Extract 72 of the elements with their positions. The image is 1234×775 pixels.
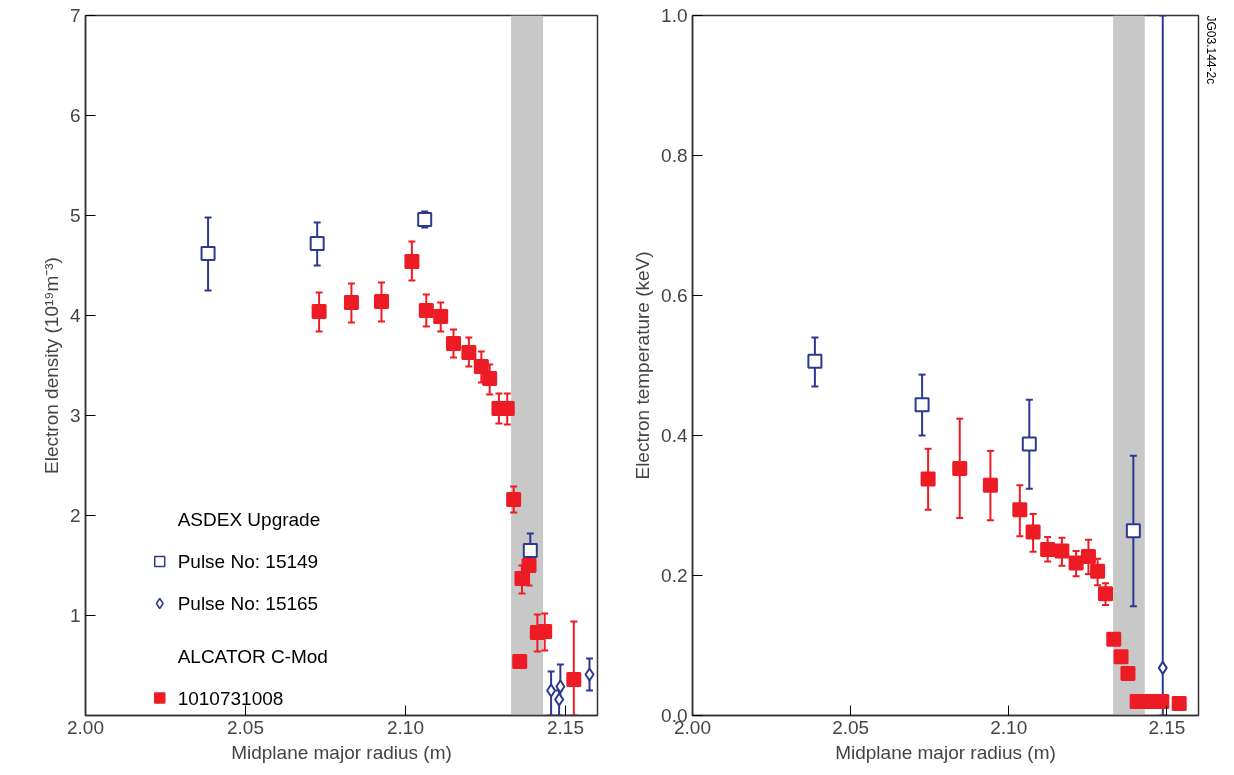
point (584, 667, 595, 682)
x-tick-label: 2.15 (1148, 716, 1186, 738)
x-axis-title: Midplane major radius (m) (231, 741, 452, 763)
point (200, 246, 216, 261)
point (418, 303, 434, 318)
point (920, 471, 936, 487)
y-axis-title: Electron density (10¹⁹m⁻³) (40, 257, 62, 474)
point (546, 683, 557, 698)
x-axis-title: Midplane major radius (m) (835, 741, 1056, 763)
point (473, 359, 489, 374)
point (512, 654, 528, 669)
point (461, 345, 477, 360)
y-tick-label: 0.6 (661, 285, 688, 306)
annotation: ALCATOR C-Mod (177, 645, 328, 667)
x-tick-label: 2.10 (990, 716, 1028, 738)
point (1080, 549, 1096, 565)
x-tick-label: 2.00 (67, 716, 104, 738)
annotation: ASDEX Upgrade (177, 509, 321, 530)
y-tick-label: 0.2 (661, 565, 688, 586)
y-tick-label: 7 (69, 5, 81, 26)
point (1171, 696, 1187, 712)
point (514, 571, 530, 586)
point (1025, 524, 1041, 540)
point (433, 309, 449, 324)
point (1054, 543, 1070, 559)
x-tick-label: 2.10 (387, 716, 424, 738)
text: JG03.144-2c (1203, 15, 1218, 85)
y-tick-label: 1.0 (661, 5, 688, 26)
point (1157, 660, 1168, 675)
y-tick-label: 0.8 (661, 145, 688, 166)
point (1125, 523, 1141, 539)
y-tick-label: 0.4 (661, 425, 688, 446)
point (522, 543, 538, 558)
point (1090, 563, 1106, 579)
point (807, 353, 823, 369)
y-tick-label: 1 (69, 605, 81, 626)
point (506, 492, 522, 507)
point (537, 624, 553, 639)
legend-label: Pulse No: 15165 (177, 593, 319, 614)
x-tick-label: 2.15 (547, 716, 584, 738)
y-tick-label: 4 (69, 305, 81, 326)
legend-label: 1010731008 (177, 687, 284, 709)
y-tick-label: 6 (69, 105, 81, 126)
y-axis-title: Electron temperature (keV) (632, 251, 654, 480)
y-tick-label: 3 (69, 405, 81, 426)
point (1021, 436, 1037, 452)
point (343, 295, 359, 310)
legend-label: Pulse No: 15149 (177, 551, 319, 572)
point (521, 558, 537, 573)
y-tick-label: 2 (69, 505, 81, 526)
x-tick-label: 2.05 (832, 716, 870, 738)
point (1120, 666, 1136, 681)
point (311, 304, 327, 319)
point (309, 236, 325, 251)
point (404, 254, 420, 269)
point (554, 692, 565, 707)
point (952, 460, 968, 476)
point (1106, 631, 1122, 647)
point (914, 397, 930, 413)
point (1012, 502, 1028, 518)
point (555, 679, 566, 694)
point (446, 336, 461, 351)
x-tick-label: 2.05 (227, 716, 264, 738)
y-tick-label: 5 (69, 205, 81, 226)
point (1113, 649, 1129, 665)
point (482, 371, 498, 386)
point (1040, 542, 1056, 558)
point (1154, 694, 1170, 709)
point (374, 294, 389, 309)
point (982, 477, 998, 493)
point (566, 672, 582, 687)
point (1098, 586, 1114, 602)
